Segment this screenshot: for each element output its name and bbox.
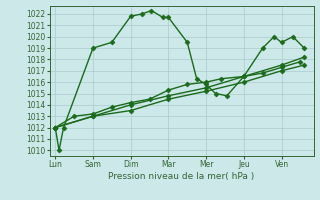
X-axis label: Pression niveau de la mer( hPa ): Pression niveau de la mer( hPa ): [108, 172, 255, 181]
